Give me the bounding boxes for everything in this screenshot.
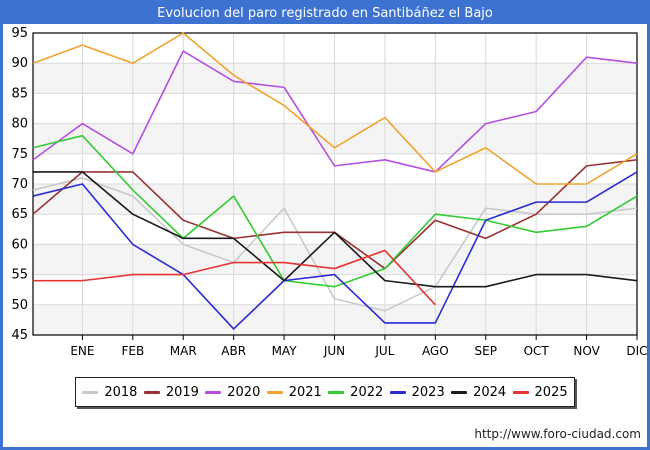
x-axis-label: FEB [121, 344, 144, 358]
x-axis-label: AGO [422, 344, 449, 358]
legend-label: 2022 [350, 384, 384, 400]
legend-label: 2025 [534, 384, 568, 400]
grid-band [33, 63, 637, 94]
x-axis-label: JUL [374, 344, 394, 358]
legend-color-dash-icon [143, 390, 160, 394]
y-axis-label: 65 [11, 207, 28, 222]
legend-color-dash-icon [328, 390, 345, 394]
unemployment-line-chart: ENE FEB MAR ABR MAY JUN JUL AGO SEP OCT NOV DIC 45 50… [11, 26, 647, 358]
legend-color-dash-icon [451, 390, 468, 394]
legend-label: 2018 [104, 384, 138, 400]
y-axis-label: 55 [11, 268, 28, 283]
legend-item-2022: 2022 [328, 385, 383, 400]
y-axis-label: 45 [11, 328, 28, 343]
x-axis-label: DIC [626, 344, 647, 358]
x-axis-label: NOV [573, 344, 600, 358]
series-line-2021 [32, 32, 638, 185]
legend-color-dash-icon [389, 390, 406, 394]
legend-label: 2021 [288, 384, 322, 400]
legend-color-dash-icon [512, 390, 529, 394]
legend-label: 2023 [411, 384, 445, 400]
y-axis-label: 60 [11, 237, 28, 252]
y-axis-label: 90 [11, 56, 28, 71]
legend-label: 2019 [165, 384, 199, 400]
series-line-2022 [32, 134, 638, 288]
legend-item-2020: 2020 [205, 385, 260, 400]
legend-item-2021: 2021 [266, 384, 322, 400]
x-axis-label: ABR [221, 344, 246, 358]
legend-color-dash-icon [266, 390, 283, 394]
y-axis-label: 95 [11, 26, 28, 41]
y-axis-label: 70 [11, 177, 28, 192]
y-axis-label: 85 [11, 86, 28, 101]
legend-label: 2020 [227, 384, 261, 400]
plot-border [32, 32, 638, 336]
legend-item-2023: 2023 [389, 384, 445, 400]
legend-item-2025: 2025 [512, 384, 568, 400]
grid-band [33, 304, 637, 335]
x-axis-label: SEP [475, 344, 497, 358]
x-axis-label: ENE [70, 344, 94, 358]
series-line-2025 [33, 249, 436, 306]
legend-item-2018: 2018 [82, 385, 137, 400]
y-axis-label: 75 [11, 147, 28, 162]
footer-url[interactable]: http://www.foro-ciudad.com [474, 427, 641, 441]
page-title: Evolucion del paro registrado en Santibá… [157, 6, 493, 21]
grid-band [33, 123, 637, 154]
x-axis-label: MAY [272, 344, 298, 358]
series-line-2020 [32, 50, 638, 173]
grid-band [33, 244, 637, 275]
title-bar: Evolucion del paro registrado en Santibá… [3, 3, 647, 24]
chart-legend: 2018 2019 2020 2021 2022 2023 2024 2025 [75, 377, 575, 407]
grid-band [33, 184, 637, 215]
series-line-2024 [33, 171, 638, 288]
legend-label: 2024 [473, 384, 507, 400]
x-axis-label: OCT [524, 344, 550, 358]
x-axis-label: MAR [170, 344, 197, 358]
y-axis-label: 50 [11, 298, 28, 313]
y-axis-label: 80 [11, 117, 28, 132]
legend-item-2024: 2024 [451, 385, 506, 400]
series-line-2023 [32, 171, 638, 330]
x-axis-label: JUN [323, 344, 345, 358]
legend-item-2019: 2019 [143, 384, 199, 400]
legend-color-dash-icon [82, 390, 99, 394]
legend-color-dash-icon [205, 390, 222, 394]
